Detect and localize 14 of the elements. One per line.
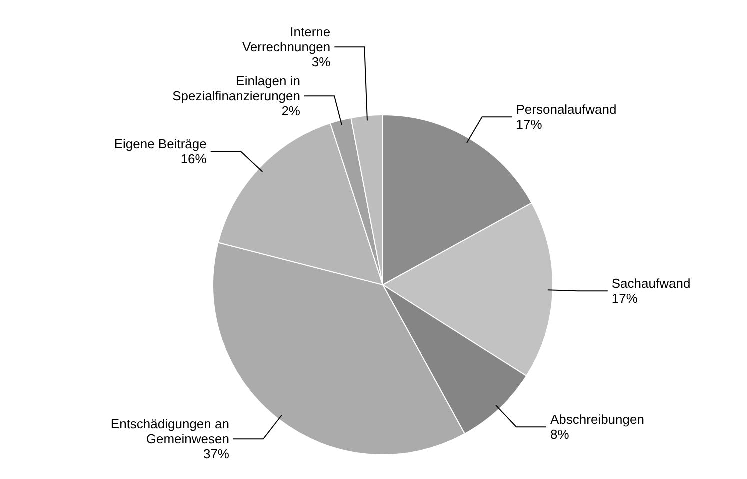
slice-label: Entschädigungen an Gemeinwesen bbox=[110, 416, 230, 447]
data-label: 17% bbox=[612, 291, 638, 306]
data-label: 3% bbox=[312, 54, 332, 70]
data-label: 17% bbox=[516, 117, 543, 132]
data-label: 8% bbox=[550, 427, 570, 442]
slice-label: Einlagen in Spezialfinanzierungen bbox=[172, 74, 301, 104]
data-label: 37% bbox=[203, 446, 230, 462]
data-label: 2% bbox=[282, 104, 301, 119]
slice-label: Sachaufwand bbox=[612, 276, 691, 292]
slice-label: Interne Verrechnungen bbox=[242, 24, 331, 55]
slice-label: Personalaufwand bbox=[516, 102, 617, 118]
slice-label: Abschreibungen bbox=[550, 412, 644, 428]
slice-label: Eigene Beiträge bbox=[114, 136, 207, 152]
data-label: 16% bbox=[180, 152, 208, 167]
